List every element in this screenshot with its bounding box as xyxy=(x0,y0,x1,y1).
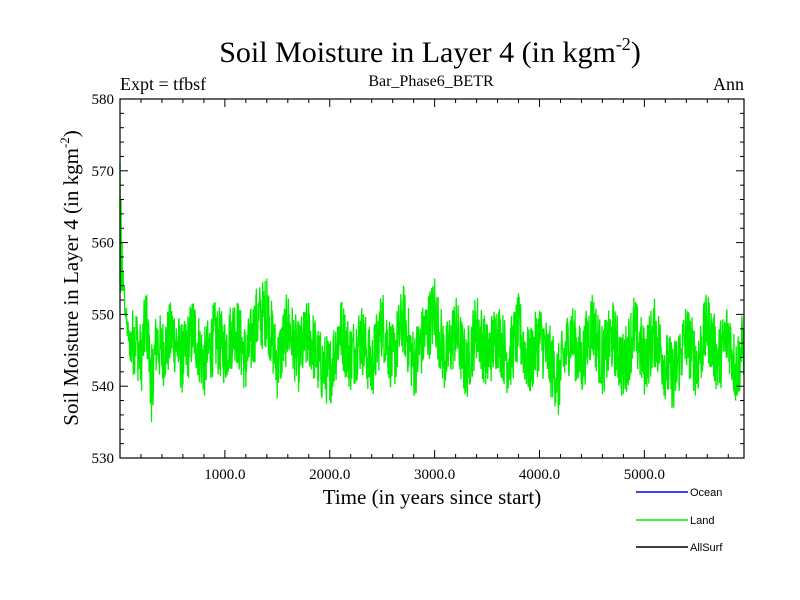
subtitle-center: Bar_Phase6_BETR xyxy=(368,73,494,90)
chart-title-close: ) xyxy=(631,36,641,69)
chart-title-superscript: -2 xyxy=(616,34,631,54)
legend-label-land: Land xyxy=(690,515,714,527)
x-axis: 1000.0 2000.0 3000.0 4000.0 5000.0 xyxy=(140,99,729,483)
y-tick-label: 560 xyxy=(92,236,115,252)
series-line-land xyxy=(119,163,745,423)
x-tick-label: 5000.0 xyxy=(624,467,665,483)
legend-label-ocean: Ocean xyxy=(690,487,722,499)
y-axis: 530 540 550 560 570 580 xyxy=(92,92,744,467)
x-tick-label: 4000.0 xyxy=(519,467,560,483)
y-tick-label: 580 xyxy=(92,92,115,108)
chart-title: Soil Moisture in Layer 4 (in kgm-2) xyxy=(219,34,641,69)
legend-label-allsurf: AllSurf xyxy=(690,542,723,554)
x-tick-label: 2000.0 xyxy=(309,467,350,483)
y-axis-label-close: ) xyxy=(59,130,83,137)
y-axis-label: Soil Moisture in Layer 4 (in kgm-2) xyxy=(57,130,83,425)
x-tick-label: 3000.0 xyxy=(414,467,455,483)
subtitle-right: Ann xyxy=(713,74,744,94)
y-tick-label: 540 xyxy=(92,379,115,395)
y-axis-label-superscript: -2 xyxy=(57,137,72,148)
series-layer xyxy=(119,163,745,423)
y-tick-label: 530 xyxy=(92,451,115,467)
y-tick-label: 570 xyxy=(92,164,115,180)
x-tick-label: 1000.0 xyxy=(204,467,245,483)
y-tick-label: 550 xyxy=(92,307,115,323)
legend: Ocean Land AllSurf xyxy=(636,487,723,554)
plot-frame xyxy=(119,98,745,459)
subtitle-left: Expt = tfbsf xyxy=(120,74,206,94)
x-axis-label: Time (in years since start) xyxy=(323,485,542,509)
